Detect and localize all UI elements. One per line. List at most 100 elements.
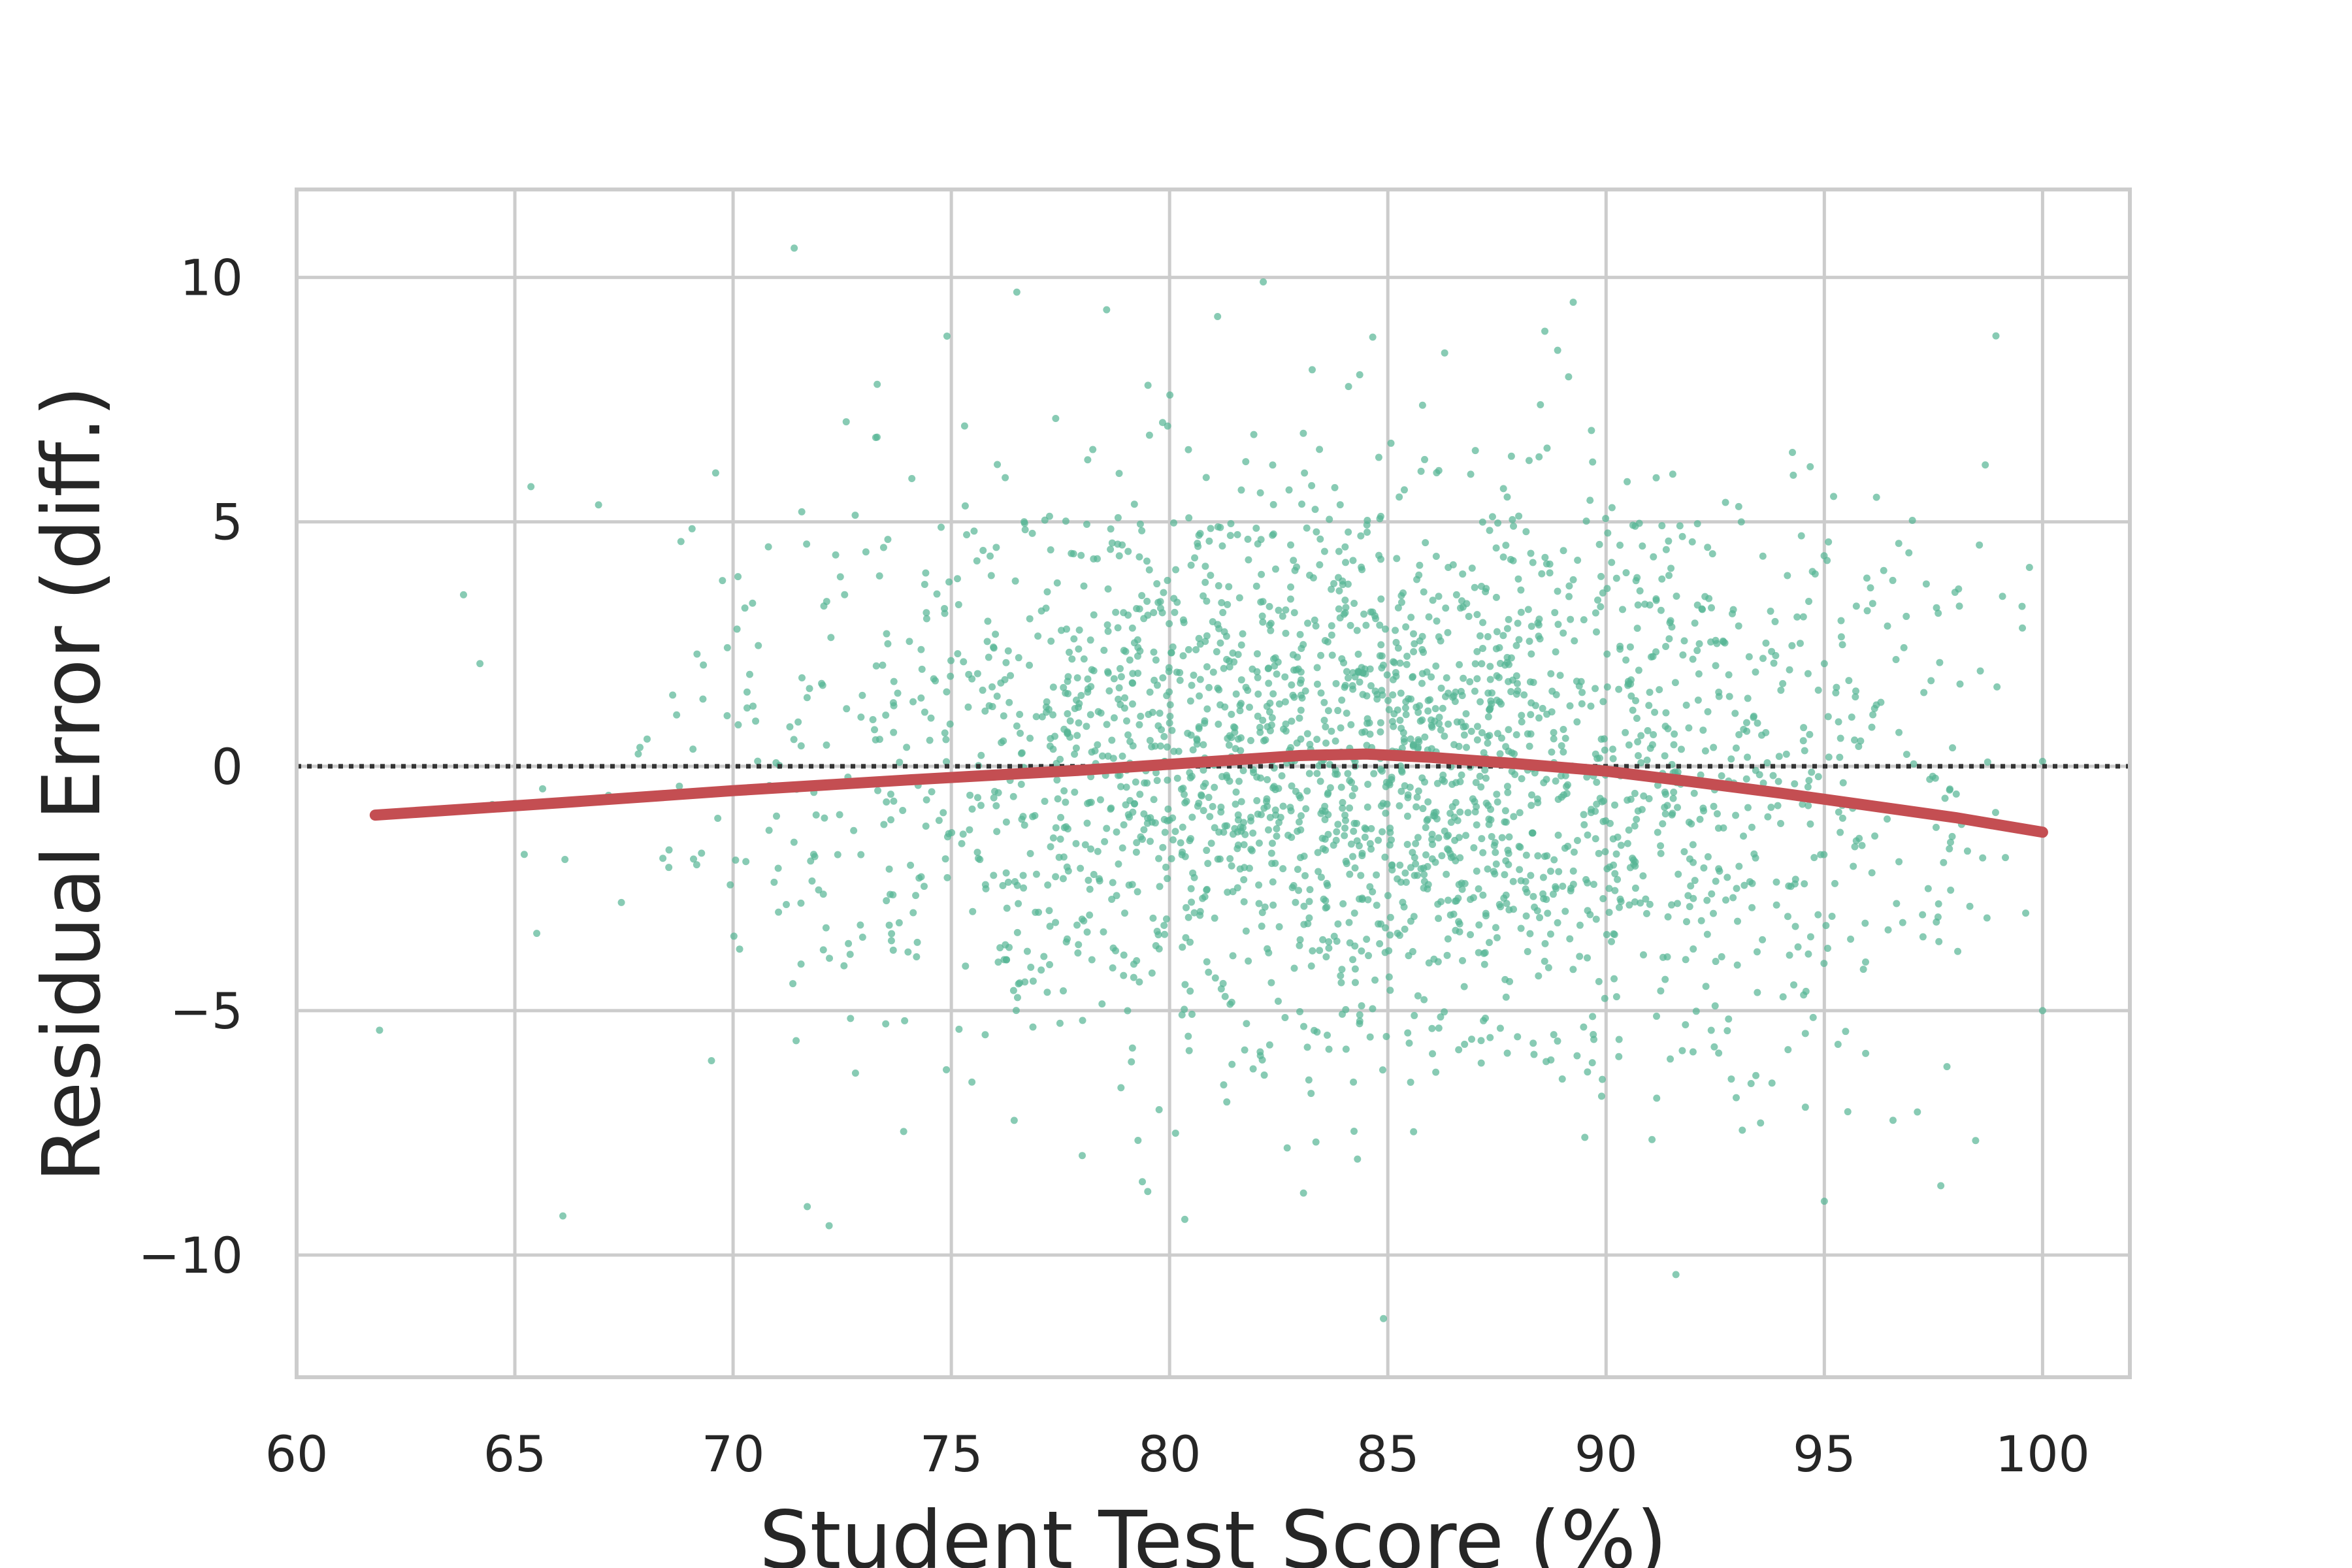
scatter-point	[808, 877, 816, 885]
scatter-point	[1460, 731, 1468, 739]
scatter-point	[1428, 1024, 1436, 1032]
scatter-point	[2019, 624, 2027, 632]
scatter-point	[1602, 515, 1610, 523]
scatter-point	[1565, 593, 1573, 600]
scatter-point	[1735, 862, 1743, 870]
scatter-point	[1482, 1014, 1490, 1022]
scatter-point	[1237, 734, 1245, 742]
scatter-point	[1416, 717, 1424, 725]
scatter-point	[1616, 542, 1624, 549]
scatter-point	[1084, 685, 1092, 693]
scatter-point	[1574, 557, 1582, 564]
scatter-point	[1405, 1039, 1413, 1047]
scatter-point	[1527, 711, 1535, 719]
scatter-point	[1443, 674, 1450, 682]
scatter-point	[1007, 672, 1015, 679]
scatter-point	[1402, 623, 1410, 631]
scatter-point	[992, 544, 1000, 551]
scatter-point	[1492, 593, 1500, 601]
scatter-point	[1895, 540, 1903, 547]
scatter-point	[883, 798, 890, 806]
scatter-point	[1328, 585, 1335, 593]
scatter-point	[1550, 1031, 1558, 1039]
scatter-point	[1126, 813, 1134, 821]
scatter-point	[1657, 842, 1665, 850]
scatter-point	[1396, 932, 1403, 939]
scatter-point	[1249, 829, 1257, 837]
scatter-point	[1445, 846, 1452, 854]
scatter-point	[1477, 783, 1485, 791]
scatter-point	[1161, 828, 1169, 836]
scatter-point	[1499, 632, 1507, 640]
scatter-point	[1015, 900, 1022, 907]
scatter-point	[1264, 665, 1272, 673]
scatter-point	[968, 1078, 976, 1086]
scatter-point	[1350, 1078, 1358, 1086]
scatter-point	[1226, 532, 1234, 540]
scatter-point	[1462, 832, 1470, 840]
scatter-point	[1956, 680, 1964, 688]
scatter-point	[1320, 698, 1328, 706]
scatter-point	[1135, 978, 1143, 986]
scatter-point	[659, 855, 667, 862]
scatter-point	[1331, 483, 1339, 491]
scatter-point	[1338, 1010, 1346, 1018]
scatter-point	[1156, 883, 1164, 890]
scatter-point	[1752, 766, 1759, 774]
scatter-point	[1028, 529, 1036, 537]
scatter-point	[1530, 1051, 1538, 1058]
scatter-point	[1045, 512, 1053, 520]
scatter-point	[1051, 732, 1059, 740]
scatter-point	[1017, 780, 1025, 788]
scatter-point	[1723, 1027, 1731, 1035]
scatter-point	[1219, 609, 1227, 617]
scatter-point	[1179, 616, 1187, 624]
scatter-point	[1610, 975, 1618, 983]
scatter-point	[1941, 794, 1949, 802]
scatter-point	[909, 698, 917, 706]
scatter-point	[1316, 561, 1324, 568]
scatter-point	[1433, 815, 1441, 823]
scatter-point	[1267, 979, 1275, 987]
scatter-point	[836, 811, 843, 819]
scatter-point	[1243, 1020, 1250, 1028]
scatter-point	[1203, 886, 1211, 894]
scatter-point	[1122, 647, 1130, 655]
scatter-point	[1188, 1011, 1196, 1019]
scatter-point	[1615, 904, 1623, 911]
scatter-point	[1947, 886, 1955, 894]
scatter-point	[1518, 711, 1526, 719]
scatter-point	[1636, 587, 1644, 595]
scatter-point	[1260, 804, 1268, 812]
scatter-point	[1184, 729, 1192, 737]
scatter-point	[1392, 638, 1400, 646]
scatter-point	[1218, 599, 1226, 607]
scatter-point	[1341, 817, 1349, 825]
scatter-point	[1871, 832, 1879, 840]
scatter-point	[2022, 909, 2030, 917]
scatter-point	[1356, 1011, 1364, 1019]
scatter-point	[1407, 613, 1415, 621]
scatter-point	[1273, 670, 1281, 678]
scatter-point	[1128, 1058, 1135, 1066]
scatter-point	[1365, 952, 1373, 960]
scatter-point	[1762, 728, 1770, 736]
scatter-point	[1367, 845, 1375, 853]
scatter-point	[1535, 621, 1543, 629]
scatter-point	[1259, 716, 1267, 724]
scatter-point	[1091, 747, 1099, 755]
scatter-point	[1580, 1023, 1588, 1031]
scatter-point	[1401, 782, 1409, 790]
scatter-point	[917, 694, 925, 702]
scatter-point	[1397, 787, 1405, 795]
scatter-point	[1504, 789, 1512, 796]
scatter-point	[1558, 742, 1565, 749]
scatter-point	[1631, 789, 1639, 797]
scatter-point	[1385, 947, 1393, 955]
scatter-point	[904, 948, 912, 956]
scatter-point	[1488, 832, 1495, 840]
scatter-point	[1516, 843, 1524, 851]
scatter-point	[1527, 623, 1535, 630]
scatter-point	[1264, 945, 1271, 953]
scatter-point	[1771, 617, 1779, 625]
